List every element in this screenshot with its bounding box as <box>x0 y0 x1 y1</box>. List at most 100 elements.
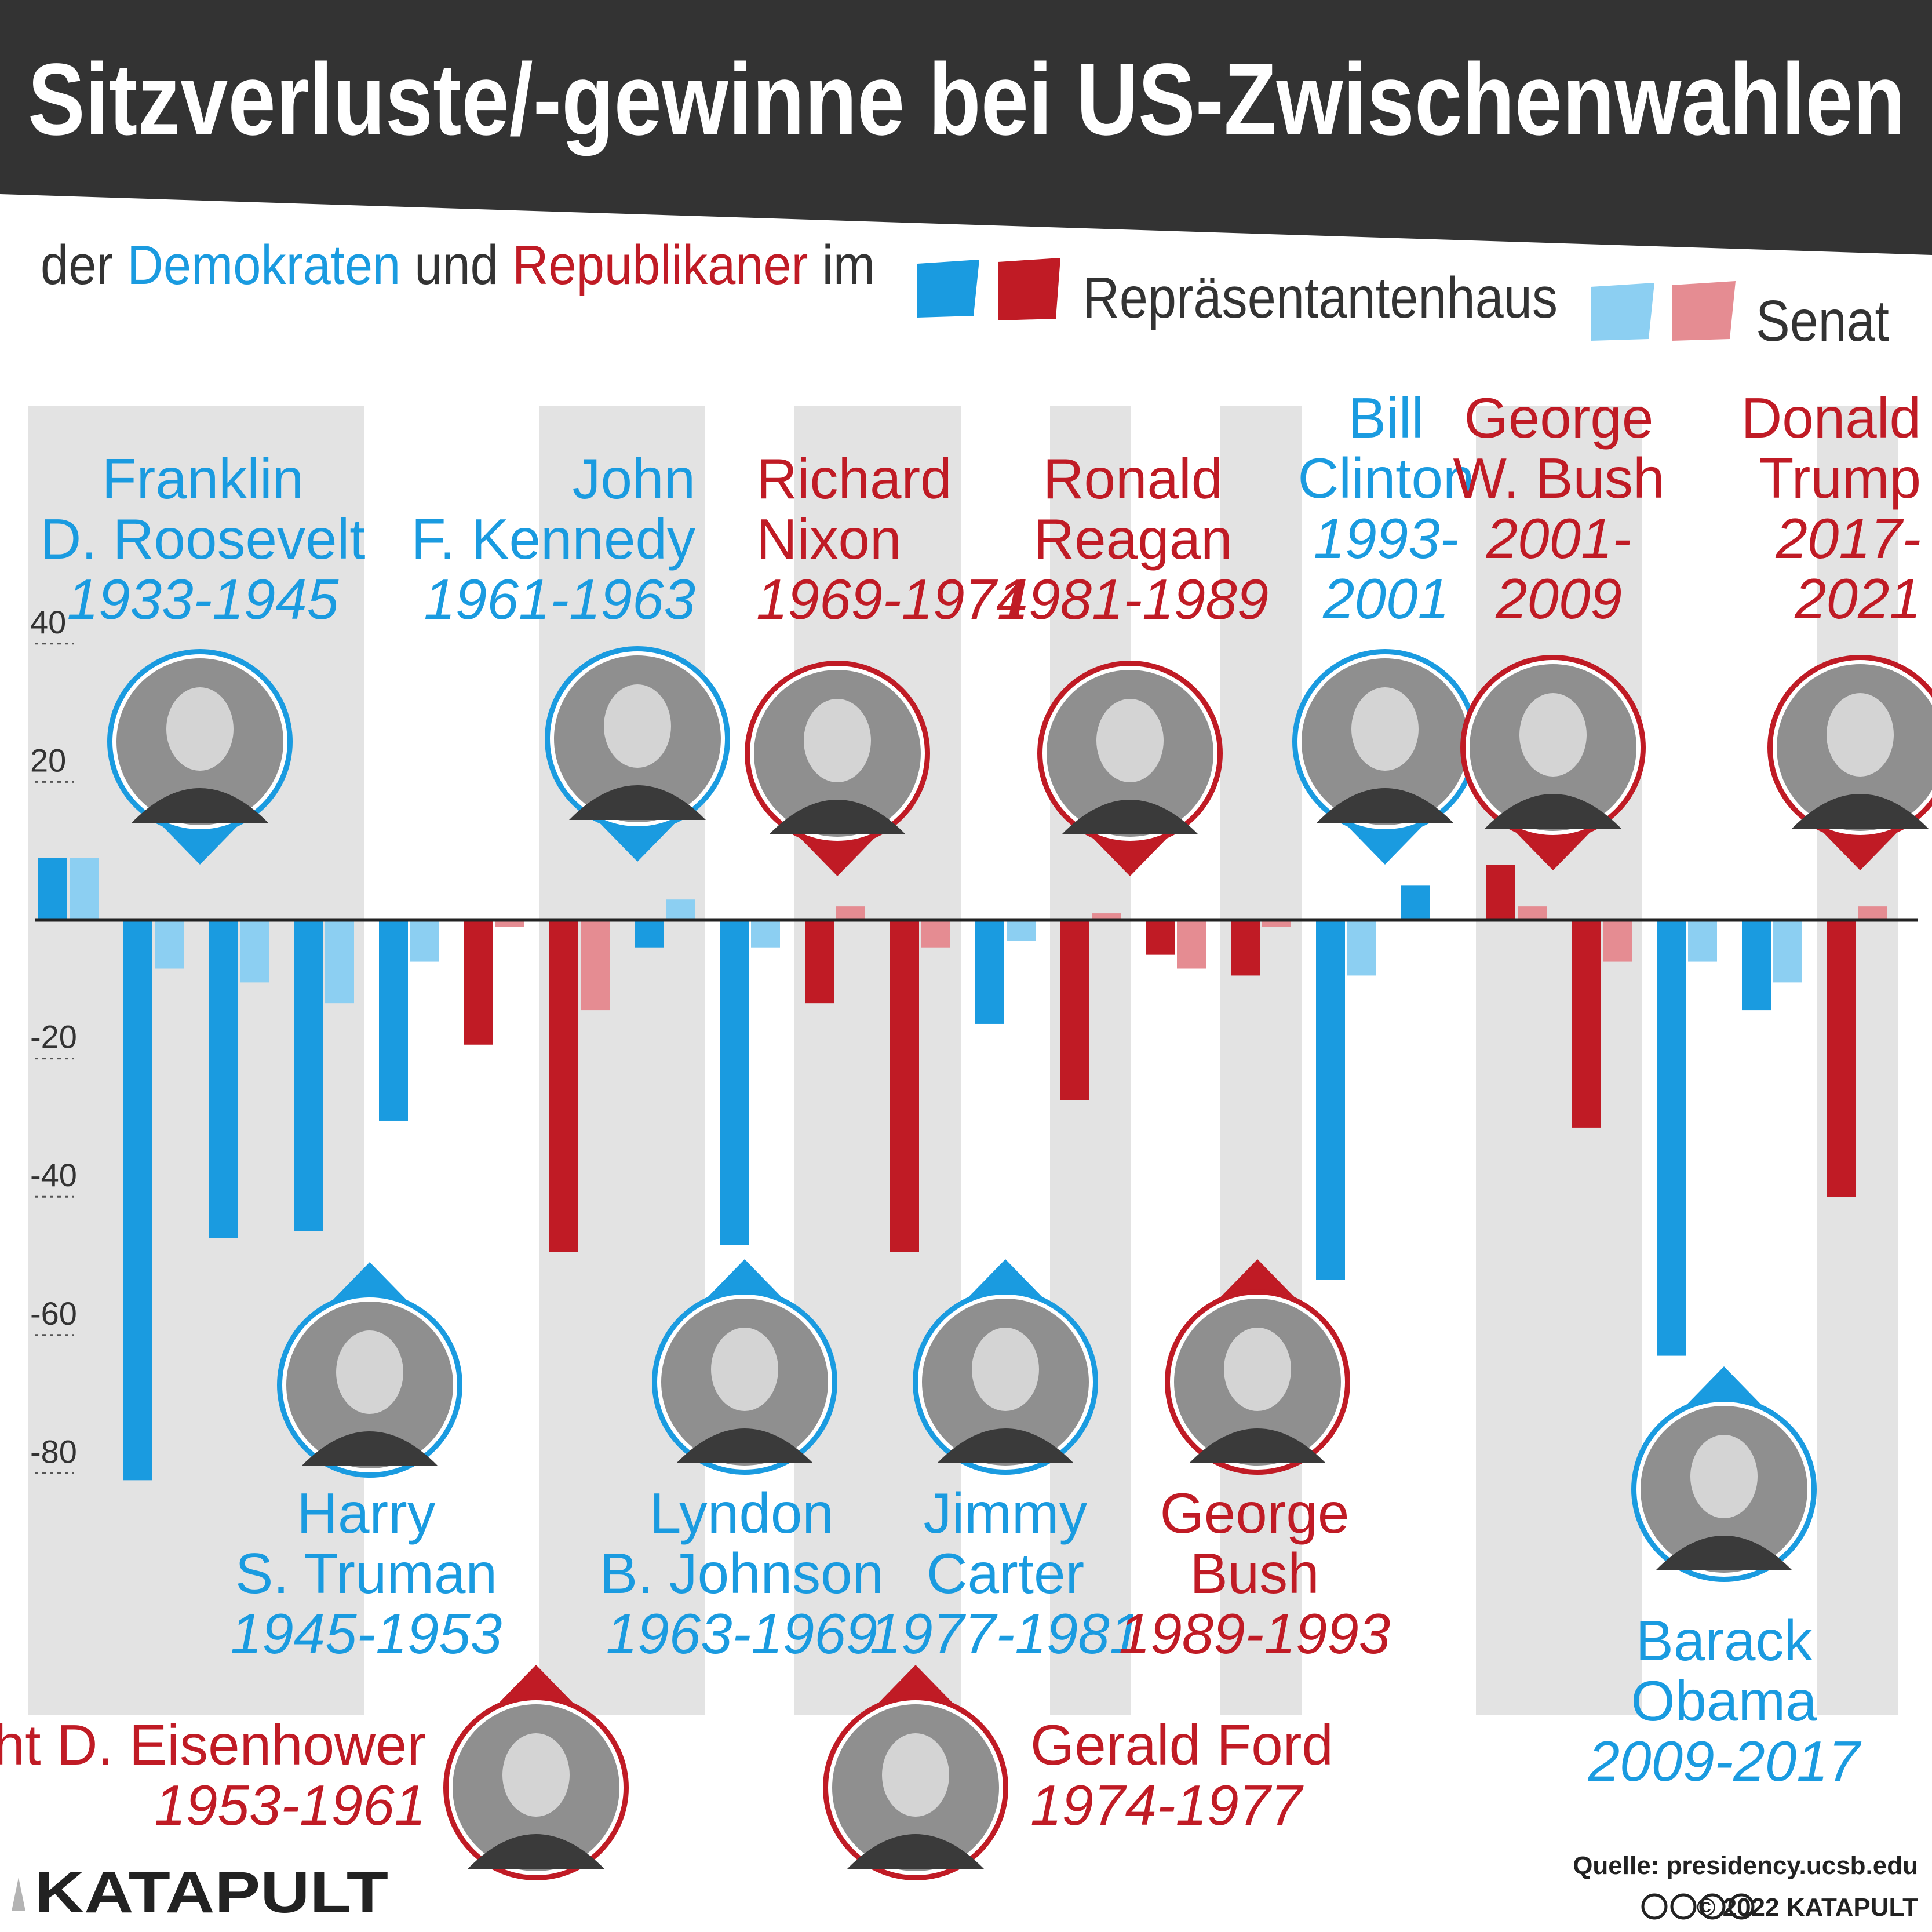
president-name: Carter <box>927 1541 1084 1605</box>
portrait-head <box>711 1328 778 1411</box>
presidency-bands <box>28 406 1898 1715</box>
president-name: Reagan <box>1033 507 1232 571</box>
president-name: Trump <box>1759 446 1921 510</box>
president-portrait <box>443 1665 629 1880</box>
portrait-head <box>1690 1435 1758 1518</box>
president-portrait <box>545 646 730 862</box>
subtitle-prefix: der <box>41 234 113 296</box>
house-bar <box>1316 920 1345 1280</box>
president-years: 2021 <box>1794 567 1921 630</box>
house-bar <box>549 920 578 1252</box>
portrait-head <box>804 699 871 782</box>
house-bar <box>1486 865 1515 920</box>
president-name: Lyndon <box>650 1481 834 1545</box>
president-years: 2001- <box>1486 506 1632 570</box>
senate-bar <box>921 920 950 948</box>
portrait-head <box>882 1733 949 1817</box>
president-name: Bill <box>1348 386 1424 450</box>
president-name: Gerald Ford <box>1030 1713 1333 1777</box>
house-bar <box>975 920 1004 1024</box>
president-name: F. Kennedy <box>411 507 695 571</box>
house-bar <box>890 920 919 1252</box>
president-portrait <box>913 1259 1098 1475</box>
license-icons <box>1641 1893 1755 1920</box>
president-name: Donald <box>1741 386 1921 450</box>
subtitle-suffix: im <box>822 234 875 296</box>
president-name: Franklin <box>102 447 304 511</box>
portrait-head <box>1224 1328 1291 1411</box>
senate-bar <box>1262 920 1291 927</box>
legend-swatch-dem-senate <box>1591 283 1654 341</box>
house-bar <box>1657 920 1686 1356</box>
house-bar <box>1231 920 1260 976</box>
by-icon <box>1670 1893 1697 1920</box>
senate-bar <box>581 920 610 1011</box>
bars <box>38 858 1887 1481</box>
presidency-band <box>1476 406 1642 1715</box>
y-tick-label: 40 <box>30 604 66 640</box>
portrait-head <box>972 1328 1039 1411</box>
y-tick-label: -80 <box>30 1433 77 1470</box>
senate-bar <box>155 920 184 969</box>
nd-icon <box>1728 1893 1755 1920</box>
portrait-shoulders <box>301 1431 438 1466</box>
portrait-head <box>1827 693 1894 777</box>
house-bar <box>1146 920 1175 955</box>
house-bar <box>1827 920 1856 1197</box>
president-name: Ronald <box>1043 447 1223 511</box>
portrait-head <box>604 684 671 768</box>
president-name: George <box>1160 1481 1350 1545</box>
logo-text: KATAPULT <box>35 1860 388 1925</box>
portrait-head <box>336 1330 403 1414</box>
senate-bar <box>240 920 269 983</box>
senate-bar <box>70 858 99 920</box>
president-years: 1953-1961 <box>154 1773 426 1837</box>
president-name: Barack <box>1635 1609 1813 1672</box>
senate-bar <box>495 920 524 927</box>
president-years: 1981-1989 <box>997 567 1269 631</box>
presidency-band <box>1220 406 1302 1715</box>
portrait-head <box>1096 699 1164 782</box>
senate-bar <box>1007 920 1036 941</box>
president-name: Richard <box>756 447 952 511</box>
president-years: 1945-1953 <box>231 1602 502 1665</box>
president-portrait <box>1631 1366 1817 1582</box>
presidency-band <box>794 406 961 1715</box>
senate-bar <box>1858 906 1887 920</box>
president-name: B. Johnson <box>600 1541 884 1605</box>
y-tick-label: 20 <box>30 742 66 778</box>
president-portrait <box>1460 655 1646 870</box>
house-bar <box>209 920 238 1238</box>
house-bar <box>123 920 152 1481</box>
president-years: 2001 <box>1322 567 1449 630</box>
president-portrait <box>823 1665 1008 1880</box>
portrait-shoulders <box>569 785 706 820</box>
y-tick-label: -20 <box>30 1019 77 1055</box>
portrait-shoulders <box>1189 1428 1326 1463</box>
legend-swatch-dem-house <box>917 260 979 318</box>
copyright-text: © 2022 KATAPULT <box>1697 1893 1918 1922</box>
president-name: George <box>1464 386 1654 450</box>
president-name: S. Truman <box>235 1541 497 1605</box>
house-bar <box>1572 920 1601 1128</box>
y-tick-label: -40 <box>30 1157 77 1193</box>
senate-bar <box>410 920 439 962</box>
portrait-shoulders <box>1317 788 1453 823</box>
legend-house-label: Repräsentantenhaus <box>1082 265 1558 330</box>
president-name: Bush <box>1190 1541 1319 1605</box>
cc-icon <box>1641 1893 1668 1920</box>
y-tick-label: -60 <box>30 1295 77 1332</box>
president-portrait <box>1165 1259 1350 1475</box>
portrait-head <box>1351 687 1419 771</box>
senate-bar <box>1603 920 1632 962</box>
